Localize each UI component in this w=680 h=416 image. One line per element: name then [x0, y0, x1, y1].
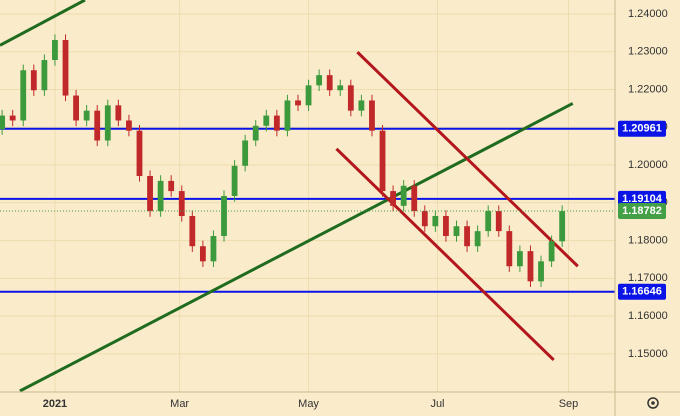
- plot-area: [0, 0, 615, 392]
- candle-body: [126, 120, 132, 131]
- candle-body: [295, 100, 301, 106]
- candle-body: [527, 251, 534, 282]
- candle-body: [104, 105, 111, 141]
- y-tick-label: 1.18000: [628, 234, 668, 246]
- candle-body: [548, 241, 555, 262]
- candle-body: [94, 110, 101, 141]
- candle-body: [263, 115, 270, 126]
- candle-body: [73, 95, 79, 121]
- x-tick-label: May: [298, 398, 319, 410]
- price-label: 1.16646: [622, 286, 662, 298]
- y-tick-label: 1.17000: [628, 272, 668, 284]
- price-label-box: [618, 190, 666, 207]
- candle-body: [538, 261, 544, 282]
- candle-body: [157, 180, 164, 212]
- candle-body: [0, 115, 6, 130]
- candle-body: [464, 226, 470, 247]
- x-tick-label: Sep: [559, 398, 579, 410]
- candle-body: [485, 211, 492, 232]
- gear-center[interactable]: [651, 401, 655, 405]
- candle-body: [178, 191, 185, 217]
- candle-body: [358, 100, 365, 111]
- candle-body: [337, 85, 344, 91]
- candle-body: [115, 105, 122, 121]
- settings-icon[interactable]: [647, 397, 659, 409]
- candle-body: [506, 231, 513, 267]
- candle-body: [252, 125, 259, 141]
- x-tick-label: Jul: [430, 398, 444, 410]
- candle-body: [62, 40, 69, 96]
- candle-body: [305, 85, 312, 106]
- candle-body: [347, 85, 354, 111]
- candle-body: [9, 115, 16, 121]
- trend-line: [335, 147, 555, 361]
- price-label: 1.20961: [622, 123, 662, 135]
- candle-body: [41, 60, 48, 91]
- candle-body: [443, 216, 449, 237]
- price-label-box: [618, 283, 666, 300]
- x-tick-label: Mar: [170, 398, 189, 410]
- axes: 1.240001.230001.220001.210001.200001.190…: [43, 8, 668, 410]
- gear[interactable]: [647, 397, 659, 409]
- y-tick-label: 1.22000: [628, 83, 668, 95]
- trend-line: [356, 51, 579, 268]
- candle-body: [168, 180, 175, 192]
- candle-body: [400, 185, 407, 206]
- y-tick-label: 1.16000: [628, 310, 668, 322]
- candle-body: [242, 140, 249, 166]
- candle-body: [284, 100, 291, 131]
- candle-body: [52, 40, 58, 61]
- candle-body: [273, 115, 280, 131]
- candle-body: [411, 185, 418, 212]
- price-label: 1.19104: [622, 193, 663, 205]
- candle-body: [516, 251, 523, 267]
- y-tick-label: 1.23000: [628, 46, 668, 58]
- candle-body: [474, 231, 481, 247]
- candle-body: [210, 236, 217, 262]
- candle-body: [432, 216, 439, 227]
- candle-body: [379, 130, 386, 192]
- candle-body: [221, 196, 227, 237]
- trend-line: [0, 0, 86, 47]
- price-label: 1.18782: [622, 205, 662, 217]
- candle-body: [390, 191, 396, 206]
- candle-body: [369, 100, 375, 131]
- candle-body: [495, 211, 502, 232]
- candle-body: [199, 246, 206, 262]
- y-tick-label: 1.20000: [628, 159, 668, 171]
- candle-body: [453, 226, 460, 237]
- candle-body: [559, 211, 566, 242]
- candle-body: [421, 211, 428, 227]
- candle-body: [136, 130, 143, 176]
- x-tick-label: 2021: [43, 398, 67, 410]
- y-tick-label: 1.15000: [628, 348, 668, 360]
- candle-body: [30, 70, 37, 91]
- candle-body: [316, 75, 323, 86]
- candle-body: [147, 175, 153, 212]
- candle-body: [83, 110, 90, 121]
- price-label-box: [618, 203, 666, 220]
- candle-body: [189, 216, 196, 247]
- candle-body: [231, 165, 238, 196]
- price-label-box: [618, 120, 666, 137]
- candle-body: [20, 70, 27, 121]
- y-tick-label: 1.24000: [628, 8, 668, 20]
- trend-line: [19, 102, 574, 392]
- candle-body: [326, 75, 333, 91]
